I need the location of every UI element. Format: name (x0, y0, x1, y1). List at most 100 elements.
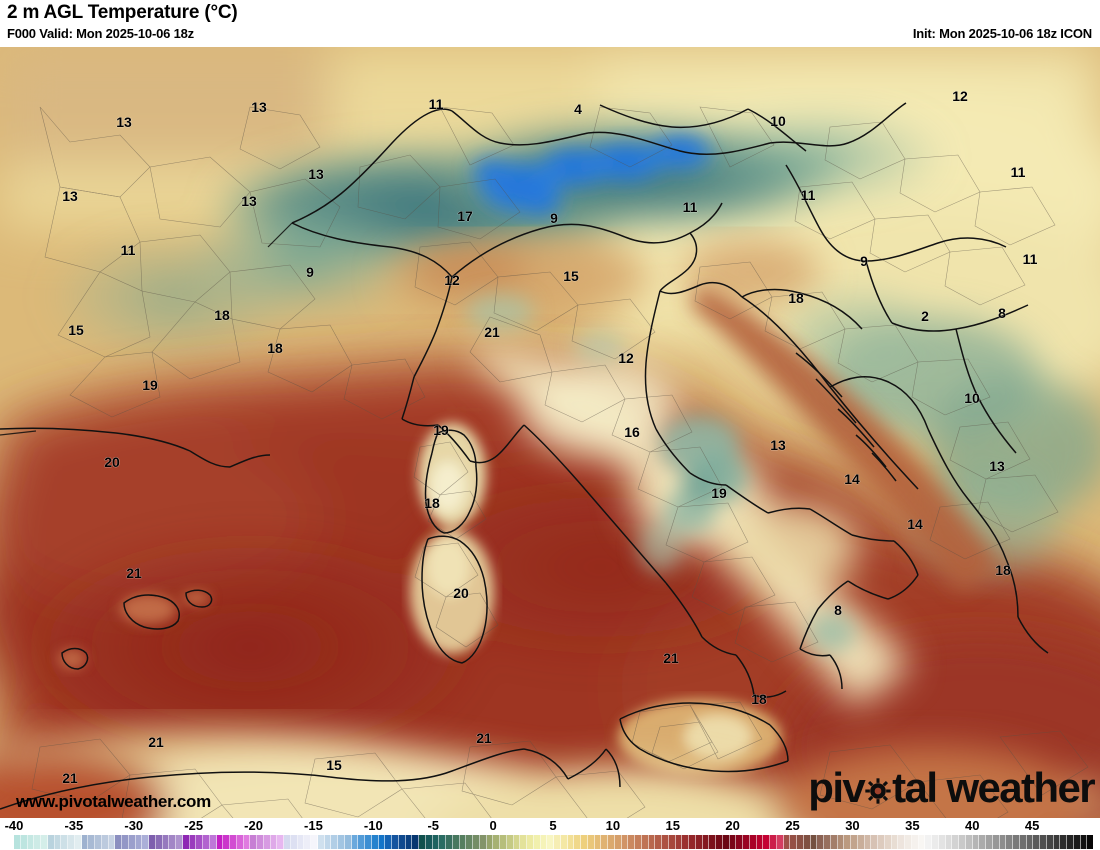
colorbar-swatch (763, 835, 770, 849)
colorbar-swatch (709, 835, 716, 849)
colorbar-swatch (662, 835, 669, 849)
colorbar-swatch (500, 835, 507, 849)
colorbar-swatch (864, 835, 872, 849)
colorbar-swatch (128, 835, 136, 849)
colorbar-swatch (857, 835, 865, 849)
colorbar-swatch (614, 835, 622, 849)
colorbar-swatch (776, 835, 784, 849)
colorbar-tick: -25 (184, 818, 204, 833)
colorbar-swatch (851, 835, 858, 849)
colorbar-swatch (243, 835, 251, 849)
colorbar-swatch (95, 835, 102, 849)
colorbar-swatch (641, 835, 649, 849)
colorbar-swatch (331, 835, 338, 849)
colorbar-swatch (41, 835, 48, 849)
init-time-label: Init: Mon 2025-10-06 18z ICON (912, 26, 1092, 41)
colorbar-swatch (668, 835, 676, 849)
colorbar-swatch (979, 835, 986, 849)
colorbar-swatch (209, 835, 217, 849)
colorbar-swatch (405, 835, 413, 849)
colorbar-swatch (1067, 835, 1074, 849)
colorbar-swatch (844, 835, 851, 849)
colorbar-swatch (459, 835, 467, 849)
admin-subdivision-borders (31, 106, 1089, 818)
colorbar-tick: 35 (905, 818, 920, 833)
colorbar-swatch (992, 835, 1000, 849)
colorbar-swatch (142, 835, 149, 849)
colorbar-swatch (594, 835, 602, 849)
colorbar-swatch (324, 835, 332, 849)
colorbar-swatch (520, 835, 527, 849)
colorbar-swatch (1006, 835, 1013, 849)
colorbar-swatch (803, 835, 811, 849)
colorbar-swatch (689, 835, 696, 849)
colorbar-swatch (223, 835, 230, 849)
colorbar-swatch (830, 835, 838, 849)
colorbar-swatch (695, 835, 703, 849)
colorbar-swatch (392, 835, 399, 849)
colorbar-swatch (317, 835, 325, 849)
colorbar-swatch (513, 835, 521, 849)
colorbar-swatch (290, 835, 298, 849)
colorbar-swatch (743, 835, 750, 849)
colorbar-swatch (1053, 835, 1061, 849)
colorbar-tick: 15 (665, 818, 680, 833)
colorbar-swatch (702, 835, 710, 849)
colorbar-swatch (27, 835, 35, 849)
colorbar-swatch (554, 835, 561, 849)
colorbar-swatch (938, 835, 946, 849)
colorbar-swatch (162, 835, 170, 849)
colorbar-swatch (432, 835, 440, 849)
colorbar-swatch (1080, 835, 1088, 849)
colorbar-swatch (74, 835, 82, 849)
national-borders (0, 102, 1049, 810)
colorbar-swatch (756, 835, 764, 849)
colorbar-swatch (479, 835, 487, 849)
colorbar-swatch (655, 835, 662, 849)
colorbar-swatch (176, 835, 183, 849)
colorbar-swatch (270, 835, 278, 849)
colorbar-swatch (675, 835, 683, 849)
colorbar-swatch (770, 835, 777, 849)
colorbar-swatch (61, 835, 68, 849)
colorbar-swatch (567, 835, 575, 849)
colorbar-swatch (783, 835, 791, 849)
colorbar-swatch (1046, 835, 1054, 849)
colorbar-swatch (169, 835, 176, 849)
colorbar-swatch (371, 835, 379, 849)
colorbar-tick-labels: -40 -35 -30 -25 -20 -15 -10 -5 0 5 10 15 20 25 30 35 40 4… (0, 818, 1100, 834)
colorbar-swatch (466, 835, 473, 849)
colorbar-swatch (945, 835, 953, 849)
logo-text-part2: tal weather (892, 764, 1095, 811)
colorbar-swatch (216, 835, 224, 849)
colorbar-swatch (608, 835, 615, 849)
colorbar-swatch (587, 835, 595, 849)
colorbar-swatch (810, 835, 818, 849)
colorbar-swatch (797, 835, 804, 849)
colorbar-swatch (68, 835, 75, 849)
colorbar-swatch (189, 835, 197, 849)
colorbar-swatch (837, 835, 845, 849)
colorbar-swatch (358, 835, 365, 849)
colorbar-tick: -40 (4, 818, 24, 833)
colorbar-swatch (203, 835, 210, 849)
colorbar-swatch (108, 835, 116, 849)
colorbar-swatch (344, 835, 352, 849)
colorbar-swatch (959, 835, 966, 849)
colorbar-legend[interactable]: -40 -35 -30 -25 -20 -15 -10 -5 0 5 10 15 20 25 30 35 40 4… (0, 818, 1100, 850)
colorbar-swatch (621, 835, 629, 849)
colorbar-swatch (155, 835, 163, 849)
colorbar-swatch (196, 835, 203, 849)
colorbar-swatch (47, 835, 55, 849)
colorbar-swatch (439, 835, 446, 849)
colorbar-swatch (311, 835, 318, 849)
colorbar-swatch (1019, 835, 1027, 849)
colorbar-swatch (365, 835, 372, 849)
colorbar-tick: 40 (964, 818, 980, 833)
colorbar-swatch (88, 835, 95, 849)
colorbar-swatch (452, 835, 460, 849)
temperature-map[interactable]: 13 13 13 13 13 11 11 4 10 12 11 17 9 11 11 9 12 15 9 11 15 18… (0, 47, 1100, 818)
colorbar-swatch (898, 835, 905, 849)
colorbar-swatch (601, 835, 608, 849)
colorbar-swatch (986, 835, 993, 849)
